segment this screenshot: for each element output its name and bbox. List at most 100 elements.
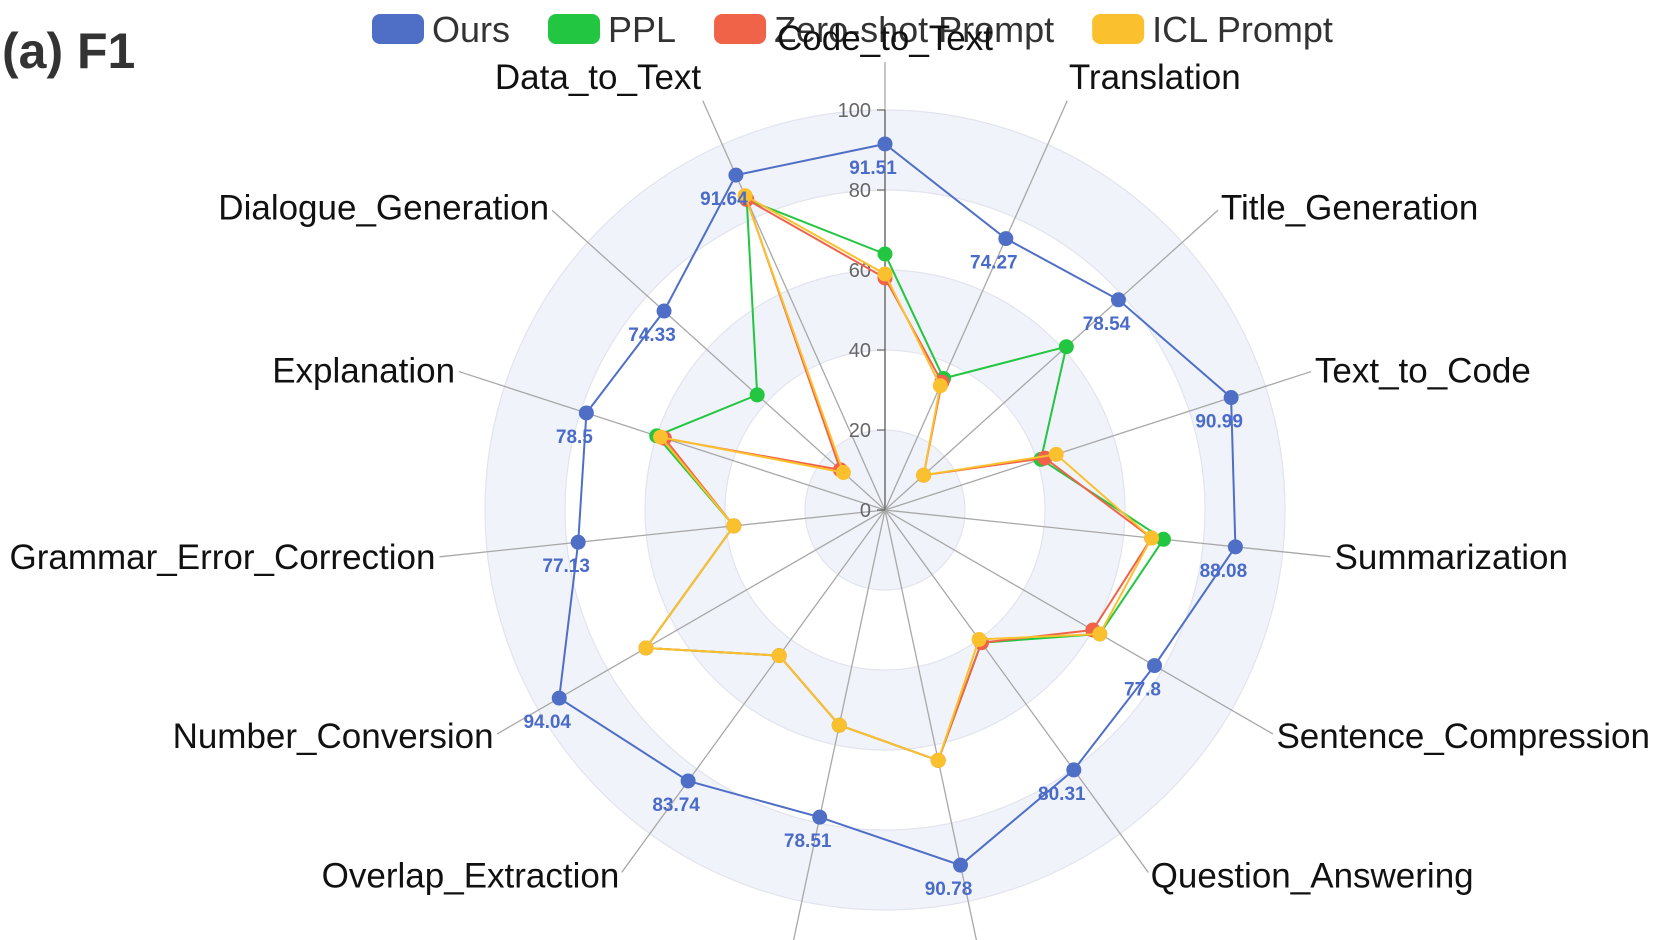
point-ours-text-to-code (1223, 390, 1239, 406)
point-ppl-dialogue-generation (749, 387, 765, 403)
value-label-question-answering: 80.31 (1038, 784, 1086, 805)
point-icl-prompt-dialogue-generation (835, 465, 851, 481)
value-label-explanation: 78.5 (556, 427, 593, 448)
axis-spokes (439, 62, 1331, 940)
point-ours-data-to-text (728, 167, 744, 183)
value-label-number-conversion: 94.04 (523, 712, 571, 733)
value-label-grammar-error-correction: 77.13 (542, 556, 590, 577)
spoke-explanation (458, 370, 886, 511)
category-labels: Code_to_Text Translation Title_Generation T… (10, 19, 1650, 896)
spoke-dialogue-generation (551, 209, 886, 511)
category-label-code-to-text: Code_to_Text (777, 19, 993, 58)
series-icl-prompt (638, 188, 1160, 768)
spoke-translation (884, 100, 1068, 511)
point-icl-prompt-sentence-compression (1092, 626, 1108, 642)
category-label-translation: Translation (1069, 58, 1241, 97)
point-zero-shot-prompt-text-to-code (1037, 450, 1053, 466)
category-label-explanation: Explanation (272, 351, 455, 390)
radial-tick-labels: 0 20 40 60 80 100 (838, 100, 886, 522)
value-label-dialogue-generation: 74.33 (628, 325, 676, 346)
category-label-title-generation: Title_Generation (1221, 189, 1478, 228)
spoke-title-generation (884, 209, 1219, 511)
point-icl-prompt-title-generation (916, 467, 932, 483)
tick-label-80: 80 (849, 180, 871, 202)
spoke-overlap-extraction (621, 509, 886, 873)
legend-item-zero-shot-prompt[interactable]: Zero-shot Prompt (714, 9, 1054, 50)
legend: Ours PPL Zero-shot Prompt ICL Prompt (372, 9, 1333, 50)
value-label-text-to-code: 90.99 (1195, 412, 1243, 433)
point-icl-prompt-number-conversion (638, 640, 654, 656)
point-ours-paraphrasing (812, 809, 828, 825)
point-ours-explanation (578, 405, 594, 421)
point-icl-prompt-data-to-text (737, 188, 753, 204)
point-ours-overlap-extraction (680, 773, 696, 789)
value-label-translation: 74.27 (970, 253, 1018, 274)
legend-item-ppl[interactable]: PPL (548, 9, 676, 50)
point-ours-grammar-error-correction (570, 534, 586, 550)
value-label-paraphrasing: 78.51 (784, 831, 832, 852)
legend-item-ours[interactable]: Ours (372, 9, 510, 50)
point-ppl-title-generation (1058, 339, 1074, 355)
point-icl-prompt-code-to-text (877, 266, 893, 282)
point-icl-prompt-explanation (653, 429, 669, 445)
spoke-program-execution (884, 509, 978, 940)
point-ours-program-execution (952, 857, 968, 873)
legend-swatch-ppl (548, 14, 601, 44)
series-line-ours (558, 142, 1237, 867)
category-label-data-to-text: Data_to_Text (495, 58, 702, 97)
value-label-title-generation: 78.54 (1083, 314, 1131, 335)
category-label-question-answering: Question_Answering (1151, 857, 1474, 896)
point-ours-summarization (1227, 539, 1243, 555)
legend-label-zero-shot-prompt: Zero-shot Prompt (774, 9, 1054, 50)
category-label-number-conversion: Number_Conversion (173, 717, 494, 756)
legend-item-icl-prompt[interactable]: ICL Prompt (1092, 9, 1333, 50)
value-labels: 91.51 74.27 78.54 90.99 88.08 77.8 80.31 90.78 7… (523, 158, 1247, 900)
value-label-overlap-extraction: 83.74 (652, 795, 700, 816)
tick-label-20: 20 (849, 420, 871, 442)
category-label-sentence-compression: Sentence_Compression (1276, 717, 1650, 756)
series-ours (551, 136, 1243, 873)
tick-label-0: 0 (860, 500, 871, 522)
value-label-code-to-text: 91.51 (849, 158, 897, 179)
point-ours-number-conversion (551, 690, 567, 706)
legend-label-icl-prompt: ICL Prompt (1152, 9, 1333, 50)
value-label-program-execution: 90.78 (925, 879, 973, 900)
point-icl-prompt-program-execution (930, 752, 946, 768)
spoke-summarization (884, 509, 1331, 558)
category-label-grammar-error-correction: Grammar_Error_Correction (10, 538, 436, 577)
value-label-summarization: 88.08 (1200, 561, 1248, 582)
point-ours-question-answering (1066, 762, 1082, 778)
point-icl-prompt-grammar-error-correction (726, 518, 742, 534)
chart-title: (a) F1 (2, 23, 135, 79)
point-ppl-code-to-text (877, 246, 893, 262)
spoke-sentence-compression (884, 509, 1274, 735)
point-icl-prompt-question-answering (971, 631, 987, 647)
spoke-question-answering (884, 509, 1149, 873)
legend-label-ppl: PPL (608, 9, 676, 50)
legend-label-ours: Ours (432, 9, 510, 50)
tick-label-60: 60 (849, 260, 871, 282)
point-icl-prompt-text-to-code (1048, 446, 1064, 462)
category-label-overlap-extraction: Overlap_Extraction (322, 857, 620, 896)
point-ours-dialogue-generation (656, 303, 672, 319)
data-series (551, 136, 1243, 873)
point-ppl-summarization (1155, 531, 1171, 547)
legend-swatch-ours (372, 14, 424, 44)
point-ours-sentence-compression (1147, 658, 1163, 674)
value-label-sentence-compression: 77.8 (1124, 680, 1161, 701)
point-ours-code-to-text (877, 136, 893, 152)
tick-label-40: 40 (849, 340, 871, 362)
point-icl-prompt-summarization (1144, 530, 1160, 546)
category-label-summarization: Summarization (1335, 538, 1568, 577)
spoke-grammar-error-correction (439, 509, 886, 558)
legend-swatch-icl-prompt (1092, 14, 1145, 44)
spoke-text-to-code (884, 370, 1312, 511)
series-line-icl-prompt (644, 193, 1153, 762)
value-label-data-to-text: 91.64 (700, 189, 748, 210)
point-icl-prompt-translation (932, 378, 948, 394)
point-ours-translation (998, 231, 1014, 247)
point-icl-prompt-overlap-extraction (771, 648, 787, 664)
tick-label-100: 100 (838, 100, 871, 122)
point-ours-title-generation (1110, 292, 1126, 308)
